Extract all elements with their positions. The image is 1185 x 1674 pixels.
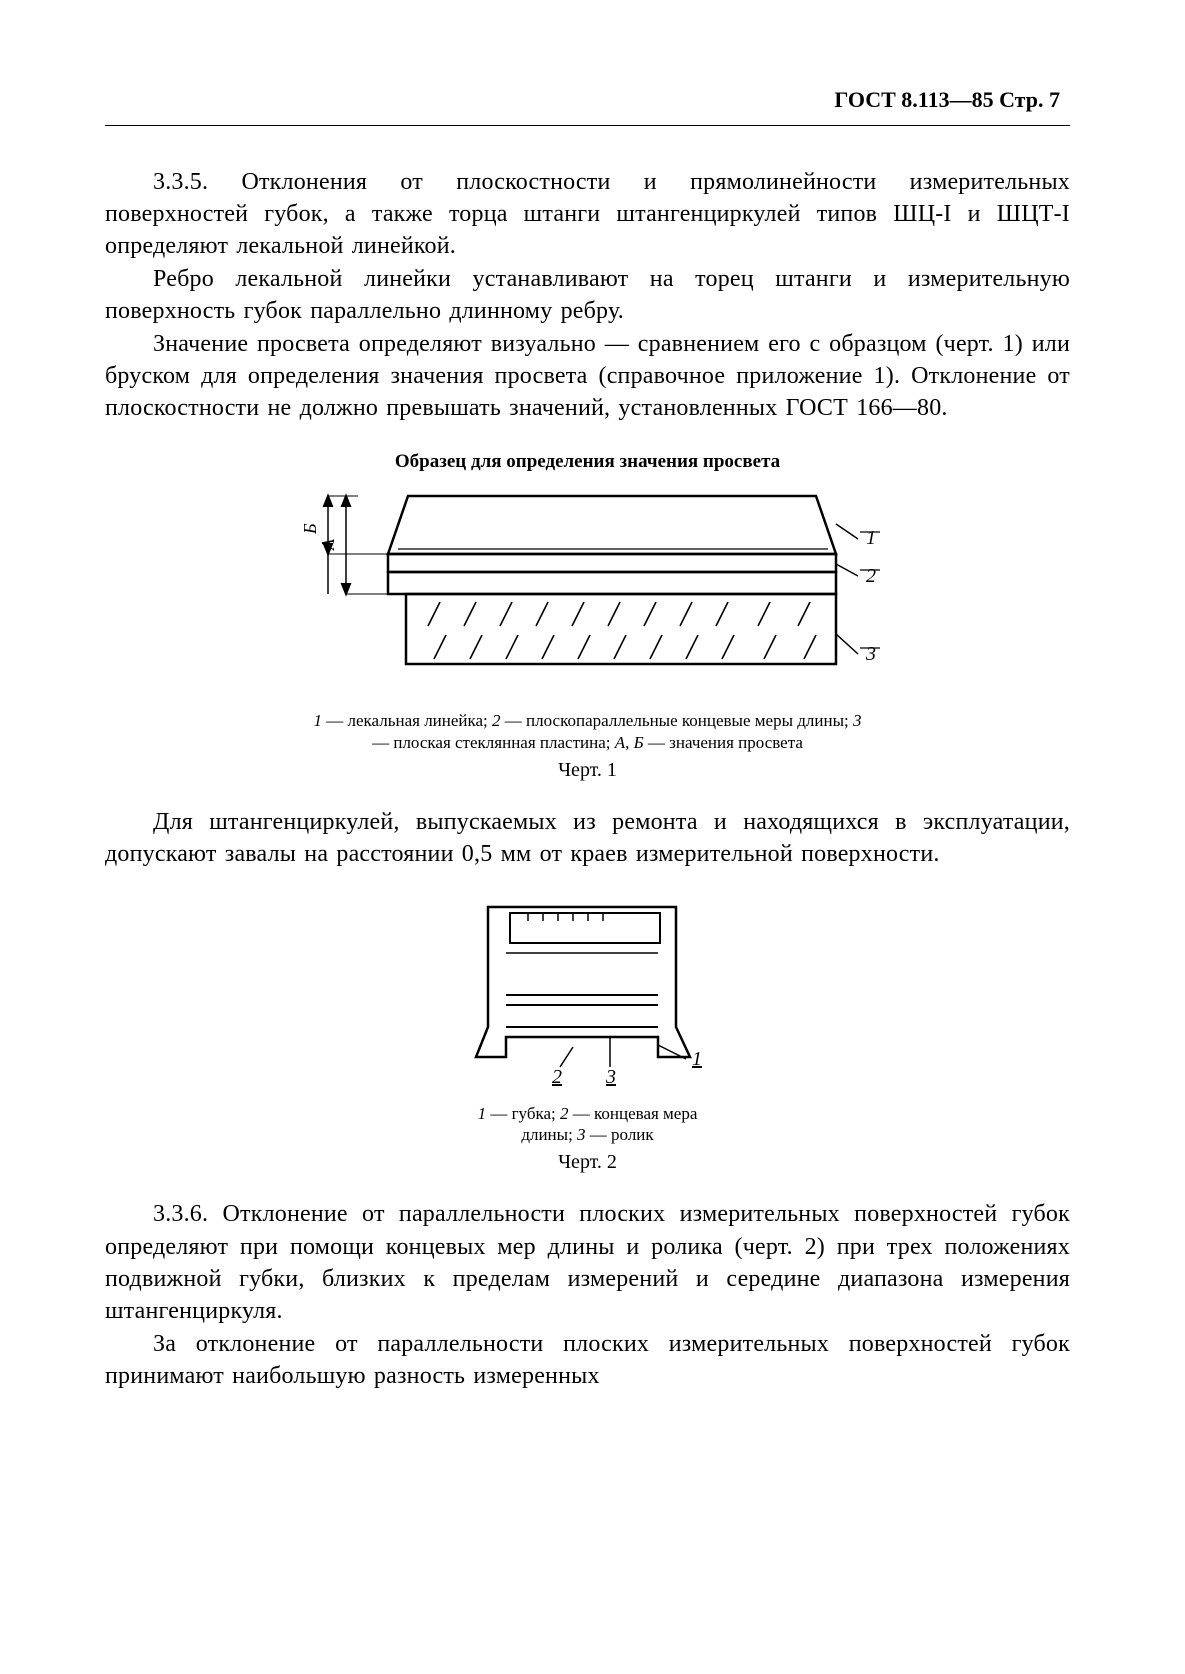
page-number: Стр. 7 [999, 87, 1060, 112]
figure-2-callout-2: 2 [552, 1066, 562, 1088]
paragraph-clearance: Значение просвета определяют визуально —… [105, 328, 1070, 425]
paragraph-3-3-5: 3.3.5. Отклонения от плоскостности и пря… [105, 166, 1070, 263]
header-rule [105, 125, 1070, 126]
figure-2-callout-1: 1 [692, 1048, 702, 1070]
figure-1-callout-2: 2 [866, 565, 876, 587]
paragraph-deviation: За отклонение от параллельности плоских … [105, 1328, 1070, 1393]
figure-1-callout-3: 3 [865, 643, 876, 665]
standard-number: ГОСТ 8.113—85 [834, 87, 993, 112]
figure-1-label: Черт. 1 [105, 757, 1070, 784]
figure-2-label: Черт. 2 [105, 1149, 1070, 1176]
figure-1-title: Образец для определения значения просвет… [105, 449, 1070, 475]
figure-1-drawing: Б А 1 2 3 [288, 484, 888, 704]
figure-2-caption: 1 — губка; 2 — концевая мера длины; 3 — … [458, 1103, 718, 1146]
page-header: ГОСТ 8.113—85 Стр. 7 [105, 85, 1070, 115]
figure-1-callout-1: 1 [866, 527, 876, 549]
paragraph-edge: Ребро лекальной линейки устанавливают на… [105, 263, 1070, 328]
figure-1-label-b: Б [300, 523, 320, 535]
figure-1-label-a: А [318, 538, 338, 551]
figure-2-callout-3: 3 [605, 1066, 616, 1088]
figure-2-drawing: 1 2 3 [458, 887, 718, 1097]
paragraph-3-3-6: 3.3.6. Отклонение от параллельности плос… [105, 1198, 1070, 1328]
figure-1-caption: 1 — лекальная линейка; 2 — плоскопаралле… [308, 710, 868, 753]
paragraph-repair: Для штангенциркулей, выпускаемых из ремо… [105, 806, 1070, 871]
